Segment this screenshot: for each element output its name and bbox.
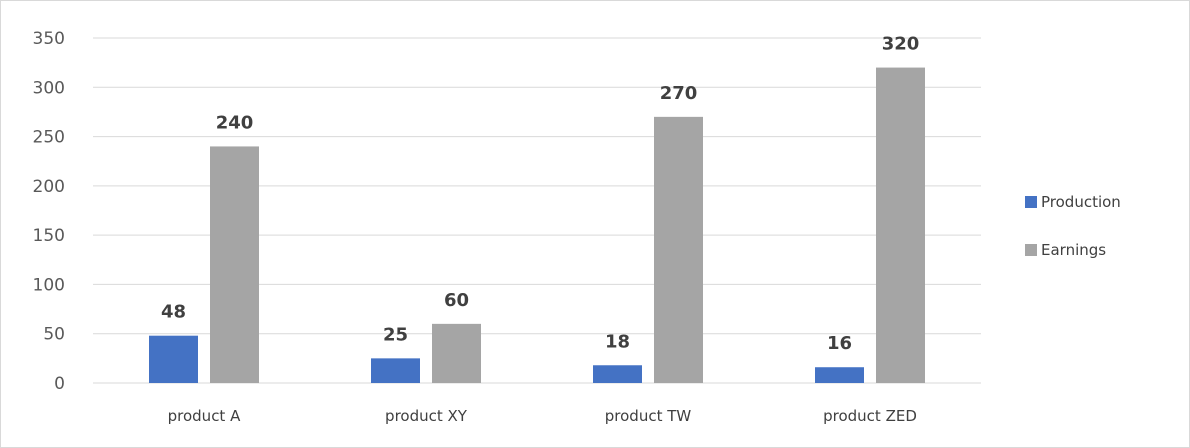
y-axis: 0 50 100 150 200 250 300 350 <box>33 29 65 394</box>
y-tick-label: 200 <box>33 177 65 197</box>
bars <box>149 67 925 384</box>
bar-production-product-tw <box>593 365 642 383</box>
bar-production-product-xy <box>371 358 420 383</box>
bar-earnings-product-xy <box>432 323 481 383</box>
legend-swatch <box>1025 196 1037 208</box>
y-tick-label: 100 <box>33 275 65 295</box>
data-label: 320 <box>882 34 920 55</box>
y-tick-label: 350 <box>33 29 65 49</box>
data-label: 48 <box>161 302 186 323</box>
y-tick-label: 50 <box>43 325 65 345</box>
y-tick-label: 150 <box>33 226 65 246</box>
bar-production-product-zed <box>815 367 864 383</box>
x-category-label: product XY <box>385 407 468 425</box>
x-category-label: product A <box>168 407 241 425</box>
bar-earnings-product-zed <box>876 67 925 384</box>
bar-earnings-product-tw <box>654 116 703 383</box>
data-label: 25 <box>383 324 408 345</box>
y-tick-label: 0 <box>54 374 65 394</box>
data-label: 18 <box>605 331 630 352</box>
legend-label: Production <box>1041 193 1121 211</box>
data-label: 270 <box>660 83 698 104</box>
x-category-label: product TW <box>605 407 692 425</box>
bar-production-product-a <box>149 335 198 383</box>
data-label: 240 <box>216 112 254 133</box>
x-axis: product A product XY product TW product ZED <box>168 407 917 425</box>
data-label: 16 <box>827 333 852 354</box>
legend-swatch <box>1025 244 1037 256</box>
legend-label: Earnings <box>1041 241 1106 259</box>
bar-earnings-product-a <box>210 146 259 383</box>
data-labels: 48 240 25 60 18 270 16 320 <box>161 34 919 355</box>
y-tick-label: 250 <box>33 128 65 148</box>
legend: Production Earnings <box>1025 193 1121 259</box>
data-label: 60 <box>444 290 469 311</box>
x-category-label: product ZED <box>823 407 917 425</box>
y-tick-label: 300 <box>33 78 65 98</box>
